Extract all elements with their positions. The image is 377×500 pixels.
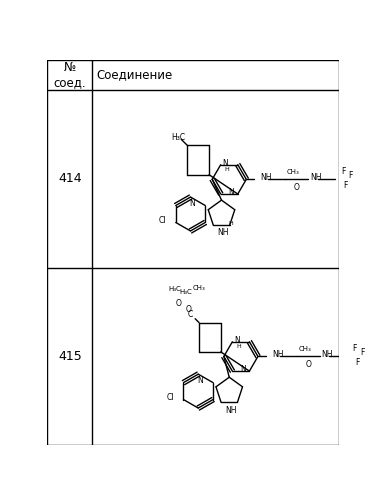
Text: F: F [343, 181, 348, 190]
Text: F: F [360, 348, 365, 357]
Text: H: H [225, 167, 229, 172]
Text: O: O [185, 305, 191, 314]
Text: NH: NH [225, 406, 236, 414]
Text: F: F [341, 167, 345, 176]
Text: CH₃: CH₃ [298, 346, 311, 352]
Text: H₃C: H₃C [169, 286, 181, 292]
Text: CH₃: CH₃ [193, 285, 205, 291]
Text: C: C [188, 310, 193, 320]
Text: 415: 415 [58, 350, 82, 363]
Text: H₃C: H₃C [179, 289, 192, 295]
Text: F: F [349, 171, 353, 180]
Text: NH: NH [260, 172, 272, 182]
Text: NH: NH [322, 350, 333, 358]
Text: N: N [222, 158, 228, 168]
Text: 414: 414 [58, 172, 81, 186]
Text: O: O [305, 360, 311, 368]
Text: F: F [355, 358, 359, 367]
Text: NH: NH [217, 228, 229, 237]
Text: Cl: Cl [159, 216, 166, 224]
Text: O: O [175, 299, 181, 308]
Text: N: N [197, 376, 203, 385]
Text: N: N [240, 365, 246, 374]
Text: CH₃: CH₃ [287, 168, 299, 174]
Text: N: N [229, 188, 234, 197]
Text: H: H [229, 221, 234, 226]
Text: NH: NH [272, 350, 284, 358]
Text: Cl: Cl [167, 393, 174, 402]
Text: H₃C: H₃C [172, 134, 186, 142]
Text: H: H [236, 344, 241, 349]
Text: N: N [234, 336, 240, 344]
Text: №
соед.: № соед. [54, 61, 86, 89]
Text: Соединение: Соединение [96, 68, 173, 82]
Text: N: N [189, 198, 195, 207]
Text: F: F [352, 344, 357, 353]
Text: NH: NH [310, 172, 321, 182]
Text: O: O [294, 182, 300, 192]
